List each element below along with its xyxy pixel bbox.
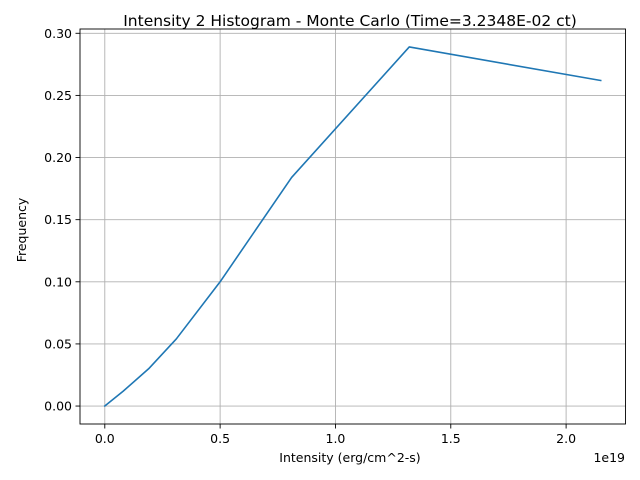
series-layer [103,46,602,408]
y-tick-label: 0.15 [44,212,72,227]
y-tick-label: 0.10 [44,274,72,289]
y-tick-label: 0.30 [44,26,72,41]
x-axis-label: Intensity (erg/cm^2-s) [279,450,420,465]
grid-lines [80,29,626,424]
x-tick-label: 1.0 [326,431,346,446]
y-tick-label: 0.00 [44,399,72,414]
x-axis-ticks: 0.0 0.5 1.0 1.5 2.0 [95,424,576,446]
x-tick-label: 1.5 [441,431,461,446]
plot-frame [79,28,626,425]
y-axis-label: Frequency [14,197,29,262]
series-line [103,46,602,408]
x-tick-label: 0.0 [95,431,115,446]
y-tick-label: 0.25 [44,88,72,103]
chart-title: Intensity 2 Histogram - Monte Carlo (Tim… [123,12,577,30]
y-tick-label: 0.05 [44,336,72,351]
x-axis-offset-label: 1e19 [593,450,625,465]
y-axis-ticks: 0.00 0.05 0.10 0.15 0.20 0.25 0.30 [44,26,80,414]
y-tick-label: 0.20 [44,150,72,165]
x-tick-label: 2.0 [556,431,576,446]
x-tick-label: 0.5 [210,431,230,446]
